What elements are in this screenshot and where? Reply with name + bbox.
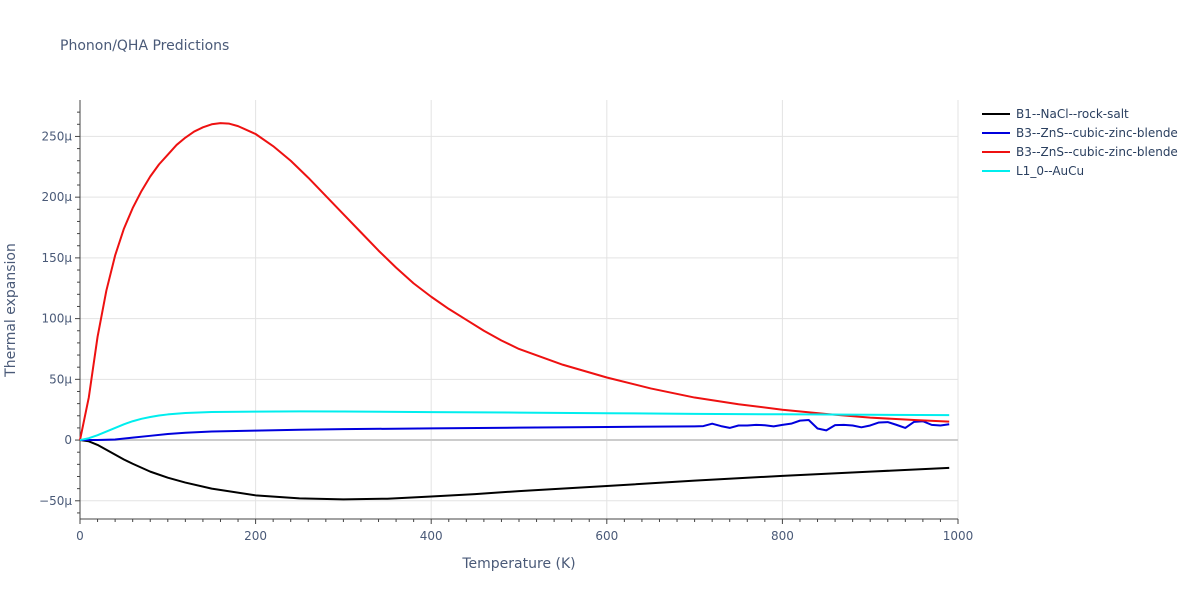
legend-item-1[interactable]: B3--ZnS--cubic-zinc-blende xyxy=(982,126,1178,140)
x-tick-label: 600 xyxy=(595,529,618,543)
legend-label: B3--ZnS--cubic-zinc-blende xyxy=(1016,145,1178,159)
legend[interactable]: B1--NaCl--rock-salt B3--ZnS--cubic-zinc-b… xyxy=(982,107,1178,178)
x-tick-label: 800 xyxy=(771,529,794,543)
series-lines xyxy=(79,122,950,501)
legend-label: B3--ZnS--cubic-zinc-blende xyxy=(1016,126,1178,140)
y-tick-label: 200µ xyxy=(41,190,72,204)
y-tick-label: 0 xyxy=(64,433,72,447)
legend-item-2[interactable]: B3--ZnS--cubic-zinc-blende xyxy=(982,145,1178,159)
x-tick-label: 0 xyxy=(76,529,84,543)
legend-label: B1--NaCl--rock-salt xyxy=(1016,107,1129,121)
legend-item-0[interactable]: B1--NaCl--rock-salt xyxy=(982,107,1129,121)
series-line-3 xyxy=(79,410,950,442)
legend-item-3[interactable]: L1_0--AuCu xyxy=(982,164,1084,178)
y-tick-label: 150µ xyxy=(41,251,72,265)
axes: 0 200 400 600 800 1000 −50µ 0 50µ 100µ 150µ 200µ 250… xyxy=(39,100,973,543)
series-line-2 xyxy=(79,122,950,441)
chart-title: Phonon/QHA Predictions xyxy=(60,38,229,54)
grid-lines xyxy=(80,100,959,519)
y-tick-label: 100µ xyxy=(41,312,72,326)
y-axis-label: Thermal expansion xyxy=(3,243,19,378)
series-line-0 xyxy=(79,439,950,501)
legend-label: L1_0--AuCu xyxy=(1016,164,1084,178)
y-tick-label: 250µ xyxy=(41,129,72,143)
y-tick-label: −50µ xyxy=(39,494,72,508)
x-tick-label: 400 xyxy=(420,529,443,543)
x-tick-label: 200 xyxy=(244,529,267,543)
y-tick-label: 50µ xyxy=(49,372,72,386)
x-tick-label: 1000 xyxy=(943,529,974,543)
x-axis-label: Temperature (K) xyxy=(461,556,575,572)
series-line-1 xyxy=(80,419,950,442)
